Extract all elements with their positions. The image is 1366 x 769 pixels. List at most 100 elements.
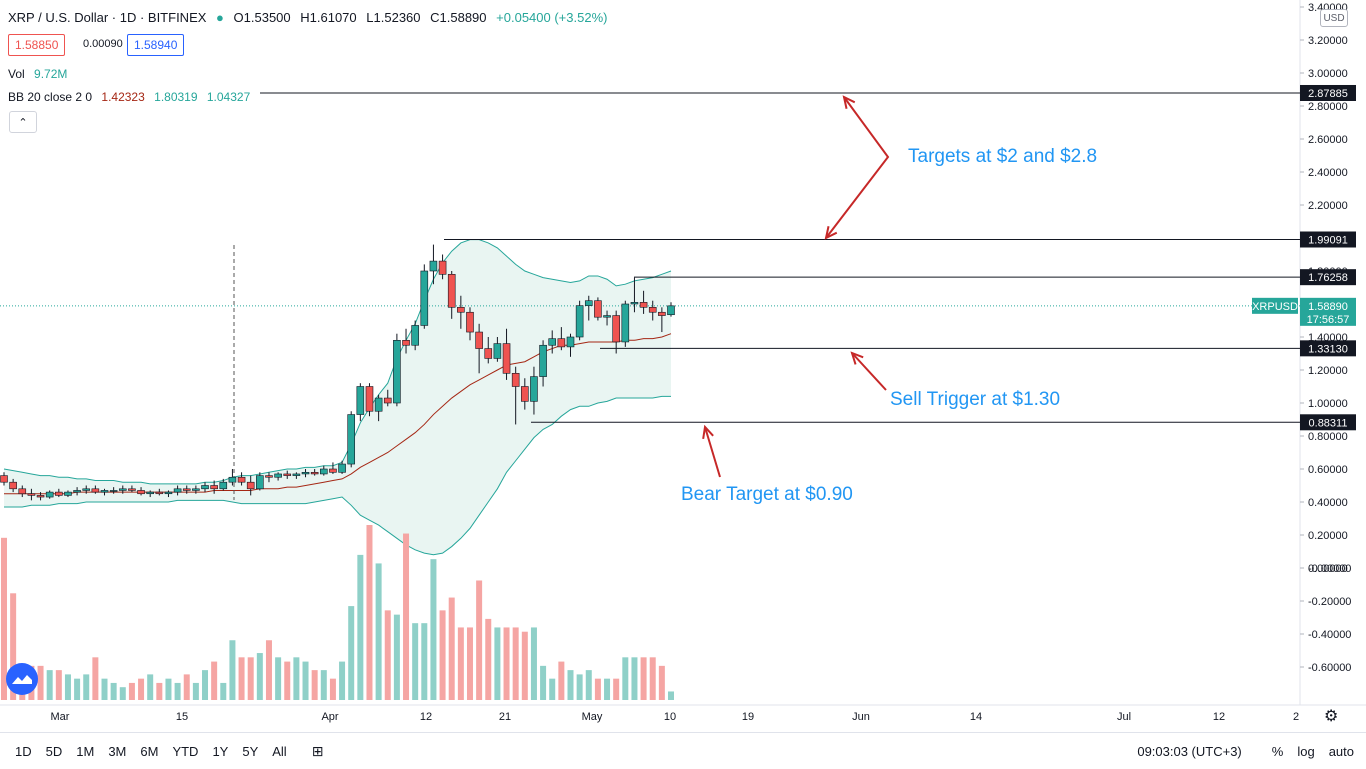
candle[interactable] xyxy=(201,485,209,490)
auto-toggle[interactable]: auto xyxy=(1328,743,1354,759)
candle[interactable] xyxy=(210,485,218,490)
candle[interactable] xyxy=(648,306,657,313)
tradingview-logo[interactable] xyxy=(6,663,38,695)
candle[interactable] xyxy=(639,302,648,308)
x-tick-label: 12 xyxy=(420,711,432,723)
candle[interactable] xyxy=(475,331,483,349)
candle[interactable] xyxy=(457,306,465,313)
candle[interactable] xyxy=(658,311,666,316)
candle[interactable] xyxy=(256,475,264,490)
candle[interactable] xyxy=(356,386,365,415)
candle[interactable] xyxy=(109,490,118,492)
candle[interactable] xyxy=(118,488,127,491)
clock[interactable]: 09:03:03 (UTC+3) xyxy=(1137,743,1242,759)
candle[interactable] xyxy=(265,475,273,478)
candle[interactable] xyxy=(338,463,346,473)
candle[interactable] xyxy=(493,343,502,359)
candle[interactable] xyxy=(466,311,474,333)
candle[interactable] xyxy=(667,305,675,316)
candle[interactable] xyxy=(447,273,456,308)
candle[interactable] xyxy=(566,336,575,348)
candle[interactable] xyxy=(182,488,191,491)
currency-button[interactable]: USD xyxy=(1320,9,1348,27)
candle[interactable] xyxy=(155,491,164,495)
buy-price-button[interactable]: 1.58940 xyxy=(127,34,185,56)
candle[interactable] xyxy=(630,302,639,305)
candle[interactable] xyxy=(511,372,520,387)
candle[interactable] xyxy=(484,348,493,359)
volume-label[interactable]: Vol xyxy=(8,67,25,81)
candle[interactable] xyxy=(283,473,292,476)
candle[interactable] xyxy=(584,300,593,306)
candle[interactable] xyxy=(621,303,630,343)
price-chart[interactable]: 3.400003.200003.000002.800002.600002.400… xyxy=(0,0,1366,732)
candle[interactable] xyxy=(173,488,182,493)
candle[interactable] xyxy=(164,491,173,495)
timeframe-ytd[interactable]: YTD xyxy=(172,743,199,759)
timeframe-1d[interactable]: 1D xyxy=(15,743,32,759)
candle[interactable] xyxy=(100,490,109,493)
candle[interactable] xyxy=(228,476,237,483)
candle[interactable] xyxy=(548,338,557,346)
candle[interactable] xyxy=(45,491,54,498)
timeframe-3m[interactable]: 3M xyxy=(108,743,127,759)
candle[interactable] xyxy=(237,476,246,483)
candle[interactable] xyxy=(557,338,566,348)
candle[interactable] xyxy=(137,490,145,495)
candle[interactable] xyxy=(319,468,328,475)
candle[interactable] xyxy=(128,488,136,491)
log-toggle[interactable]: log xyxy=(1297,743,1315,759)
symbol-title[interactable]: XRP / U.S. Dollar · 1D · BITFINEX xyxy=(8,10,207,25)
candle[interactable] xyxy=(438,260,447,275)
candle[interactable] xyxy=(502,343,511,374)
timeframe-5y[interactable]: 5Y xyxy=(242,743,259,759)
candle[interactable] xyxy=(411,325,419,346)
candle[interactable] xyxy=(219,481,228,490)
candle[interactable] xyxy=(365,386,374,412)
candle[interactable] xyxy=(301,471,310,475)
candle[interactable] xyxy=(612,315,620,343)
candle[interactable] xyxy=(521,386,529,402)
candle[interactable] xyxy=(402,339,410,346)
gear-icon[interactable]: ⚙ xyxy=(1324,708,1339,725)
candle[interactable] xyxy=(146,491,154,495)
candle[interactable] xyxy=(594,300,602,318)
timeframe-1y[interactable]: 1Y xyxy=(212,743,229,759)
candle[interactable] xyxy=(603,315,611,318)
candle[interactable] xyxy=(73,490,81,493)
candle[interactable] xyxy=(575,305,584,338)
bb-label[interactable]: BB 20 close 2 0 xyxy=(8,90,93,104)
timeframe-1m[interactable]: 1M xyxy=(76,743,95,759)
candle[interactable] xyxy=(292,473,301,476)
candle[interactable] xyxy=(310,471,319,475)
candle[interactable] xyxy=(82,488,91,491)
candle[interactable] xyxy=(91,488,100,493)
timeframe-5d[interactable]: 5D xyxy=(45,743,63,759)
timeframe-all[interactable]: All xyxy=(272,743,287,759)
date-range-icon[interactable]: ⊞ xyxy=(311,742,324,759)
candle[interactable] xyxy=(64,491,72,496)
sell-price-button[interactable]: 1.58850 xyxy=(8,34,66,56)
timeframe-6m[interactable]: 6M xyxy=(140,743,159,759)
candle[interactable] xyxy=(0,475,8,483)
candle[interactable] xyxy=(530,376,538,402)
candle[interactable] xyxy=(347,414,356,465)
candle[interactable] xyxy=(55,491,63,496)
candle[interactable] xyxy=(18,488,27,495)
candle[interactable] xyxy=(329,468,337,473)
candle[interactable] xyxy=(383,397,392,404)
candle[interactable] xyxy=(27,493,36,496)
candle[interactable] xyxy=(274,473,282,478)
last-price-label: 1.58890 xyxy=(1308,301,1348,313)
collapse-legend-button[interactable]: ⌃ xyxy=(9,111,37,133)
candle[interactable] xyxy=(36,495,45,498)
candle[interactable] xyxy=(246,481,255,490)
candle[interactable] xyxy=(374,397,383,412)
candle[interactable] xyxy=(192,488,200,491)
percent-toggle[interactable]: % xyxy=(1271,743,1284,759)
candle[interactable] xyxy=(429,260,438,272)
candle[interactable] xyxy=(393,339,401,404)
candle[interactable] xyxy=(420,270,429,326)
candle[interactable] xyxy=(9,481,17,490)
candle[interactable] xyxy=(539,344,547,377)
